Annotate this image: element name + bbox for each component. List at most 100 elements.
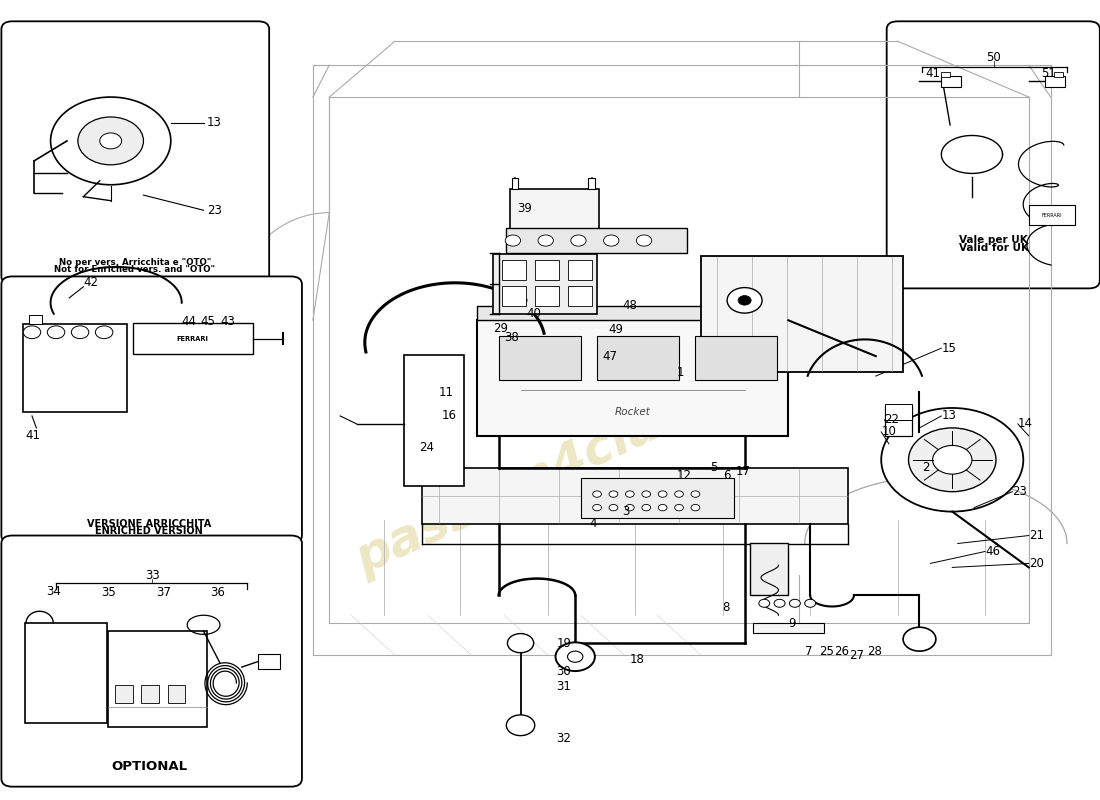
Text: 24: 24: [419, 442, 433, 454]
Circle shape: [637, 235, 651, 246]
Text: 34: 34: [46, 585, 62, 598]
Circle shape: [933, 446, 972, 474]
Text: 30: 30: [557, 665, 571, 678]
Circle shape: [78, 117, 143, 165]
Text: Not for Enriched vers. and "OTO": Not for Enriched vers. and "OTO": [54, 265, 216, 274]
Text: ENRICHED VERSION: ENRICHED VERSION: [95, 526, 202, 536]
Text: 36: 36: [210, 586, 225, 599]
Bar: [132, 323, 253, 354]
Text: 33: 33: [145, 569, 160, 582]
Bar: [502, 286, 526, 306]
Bar: [1028, 205, 1075, 225]
Circle shape: [903, 627, 936, 651]
Text: No per vers. Arricchita e "OTO": No per vers. Arricchita e "OTO": [58, 258, 211, 267]
Text: 13: 13: [942, 410, 956, 422]
Bar: [884, 404, 912, 420]
Text: 37: 37: [156, 586, 170, 599]
Text: 15: 15: [942, 342, 956, 354]
Circle shape: [72, 326, 89, 338]
FancyBboxPatch shape: [1, 22, 270, 285]
Circle shape: [691, 505, 700, 511]
Circle shape: [568, 651, 583, 662]
Text: 3: 3: [623, 505, 629, 518]
Circle shape: [727, 287, 762, 313]
Text: 23: 23: [207, 204, 222, 217]
Text: 48: 48: [623, 299, 637, 313]
Text: 43: 43: [220, 315, 235, 328]
Text: VERSIONE ARRICCHITA: VERSIONE ARRICCHITA: [87, 519, 211, 529]
Bar: [141, 686, 158, 703]
Bar: [1054, 72, 1063, 77]
Text: Rocket: Rocket: [615, 407, 650, 417]
Text: 51: 51: [1041, 66, 1056, 80]
Bar: [476, 320, 789, 436]
Circle shape: [593, 491, 602, 498]
Text: 13: 13: [207, 116, 222, 129]
Text: 40: 40: [526, 307, 541, 321]
Text: 12: 12: [676, 470, 692, 482]
Bar: [750, 543, 789, 595]
Circle shape: [571, 235, 586, 246]
Text: 23: 23: [1012, 485, 1027, 498]
Circle shape: [51, 97, 170, 185]
Text: OPTIONAL: OPTIONAL: [111, 760, 187, 773]
Circle shape: [909, 428, 996, 492]
Bar: [404, 354, 464, 486]
Circle shape: [609, 491, 618, 498]
Text: 6: 6: [723, 470, 730, 482]
Text: 32: 32: [557, 732, 572, 746]
Circle shape: [759, 599, 770, 607]
Bar: [258, 654, 280, 670]
Text: 38: 38: [504, 331, 519, 344]
Bar: [512, 178, 518, 189]
Circle shape: [881, 408, 1023, 512]
Text: 9: 9: [789, 617, 795, 630]
Text: 28: 28: [867, 645, 882, 658]
Bar: [568, 286, 592, 306]
Circle shape: [790, 599, 801, 607]
Bar: [754, 623, 824, 633]
Bar: [588, 178, 595, 189]
Bar: [884, 406, 912, 436]
Text: FERRARI: FERRARI: [1042, 213, 1062, 218]
Circle shape: [538, 235, 553, 246]
Bar: [701, 257, 903, 372]
Text: 25: 25: [818, 645, 834, 658]
Bar: [568, 261, 592, 281]
Bar: [942, 72, 950, 77]
Text: 41: 41: [25, 430, 41, 442]
Text: 7: 7: [805, 645, 812, 658]
Polygon shape: [422, 468, 848, 523]
Text: 35: 35: [101, 586, 116, 599]
Text: 46: 46: [986, 545, 1000, 558]
Circle shape: [609, 505, 618, 511]
Circle shape: [738, 295, 751, 305]
FancyBboxPatch shape: [887, 22, 1100, 288]
Text: 10: 10: [881, 426, 896, 438]
Circle shape: [100, 133, 122, 149]
Text: 11: 11: [439, 386, 453, 398]
Text: 31: 31: [557, 681, 572, 694]
Bar: [535, 286, 559, 306]
Text: 1: 1: [676, 366, 684, 378]
Text: 42: 42: [84, 275, 98, 289]
Bar: [502, 261, 526, 281]
Circle shape: [658, 505, 667, 511]
Circle shape: [506, 715, 535, 736]
Circle shape: [626, 505, 635, 511]
Text: Valid for UK: Valid for UK: [959, 242, 1028, 253]
Bar: [476, 306, 789, 320]
Circle shape: [23, 326, 41, 338]
Bar: [23, 324, 128, 412]
Bar: [509, 189, 600, 229]
Bar: [498, 336, 581, 380]
Text: 29: 29: [493, 322, 508, 334]
Circle shape: [514, 295, 527, 305]
Circle shape: [556, 642, 595, 671]
Circle shape: [642, 491, 650, 498]
Text: 47: 47: [603, 350, 617, 362]
Bar: [116, 686, 132, 703]
Text: 8: 8: [723, 601, 730, 614]
Circle shape: [642, 505, 650, 511]
Circle shape: [604, 235, 619, 246]
